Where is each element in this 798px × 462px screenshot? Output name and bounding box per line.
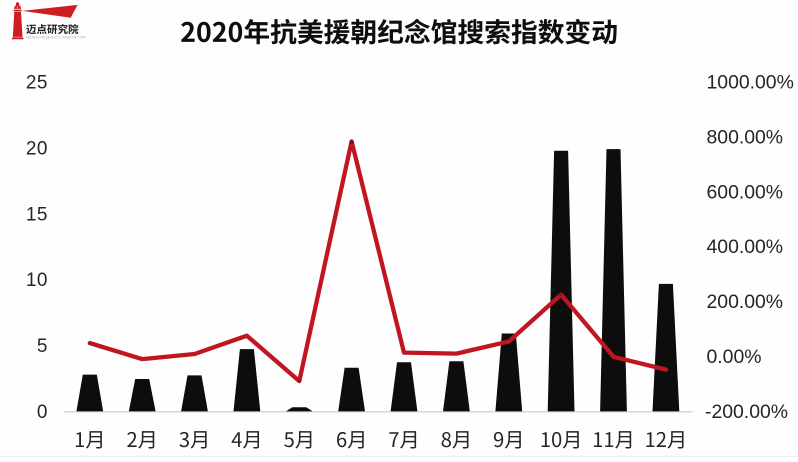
svg-text:600.00%: 600.00% — [707, 181, 784, 203]
svg-text:0.00%: 0.00% — [707, 346, 762, 368]
svg-text:5: 5 — [37, 336, 48, 357]
svg-text:1000.00%: 1000.00% — [707, 72, 794, 94]
svg-text:400.00%: 400.00% — [707, 236, 784, 258]
svg-text:200.00%: 200.00% — [707, 291, 784, 313]
svg-text:0: 0 — [37, 402, 48, 423]
svg-text:10: 10 — [26, 270, 48, 291]
svg-text:-200.00%: -200.00% — [705, 401, 788, 423]
svg-text:25: 25 — [26, 73, 48, 94]
svg-text:15: 15 — [26, 204, 48, 225]
svg-text:20: 20 — [26, 138, 48, 159]
svg-text:MEADIN RESEARCH | MEADIN.COM: MEADIN RESEARCH | MEADIN.COM — [26, 35, 85, 39]
svg-text:800.00%: 800.00% — [707, 127, 784, 149]
